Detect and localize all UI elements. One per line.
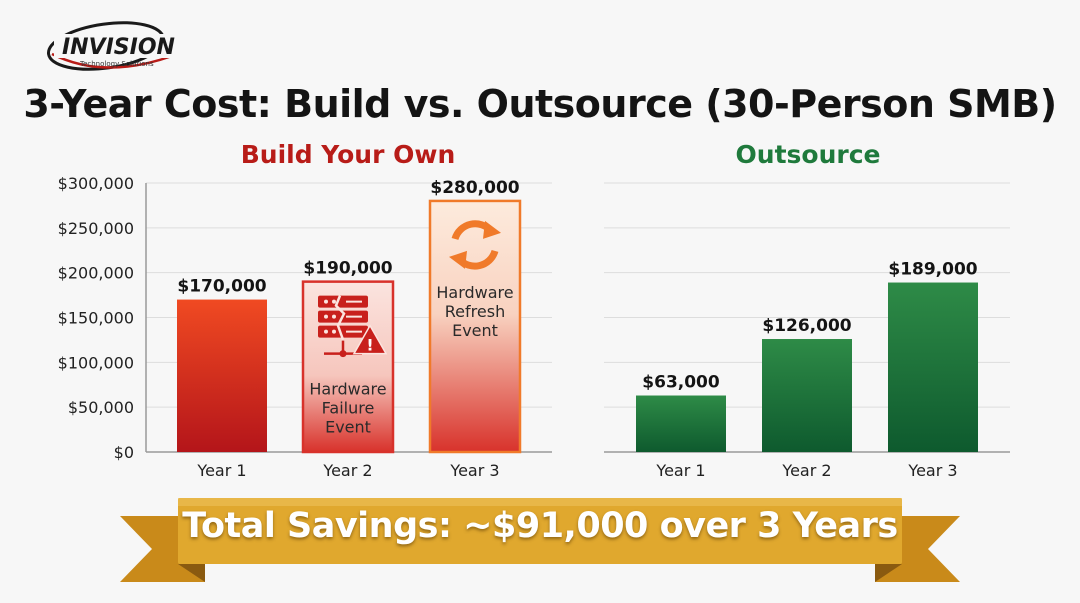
annotation-text: Hardware [436,283,513,302]
build-bar [301,280,395,454]
y-tick-label: $50,000 [68,398,134,417]
outsource-x-tick-label: Year 1 [655,461,705,480]
annotation-text: Failure [322,399,375,418]
outsource-x-tick-label: Year 2 [781,461,831,480]
y-tick-label: $100,000 [58,353,134,372]
brand-logo: INVISION Technology Solutions [44,18,194,78]
build-bar [177,299,267,452]
outsource-bar [888,282,978,452]
outsource-bar [762,339,852,452]
outsource-x-tick-label: Year 3 [907,461,957,480]
outsource-data-label: $189,000 [888,260,977,280]
annotation-text: Refresh [445,302,505,321]
outsource-bar [636,395,726,452]
annotation-text: Event [325,418,371,437]
y-tick-label: $0 [114,443,134,462]
build-data-label: $190,000 [303,259,392,279]
outsource-data-label: $63,000 [642,373,720,393]
server-warning-icon: ! [318,295,388,358]
build-x-tick-label: Year 1 [196,461,246,480]
build-data-label: $280,000 [430,178,519,198]
savings-banner-text: Total Savings: ~$91,000 over 3 Years [182,506,898,546]
build-panel-title: Build Your Own [240,140,456,169]
page-title: 3-Year Cost: Build vs. Outsource (30-Per… [23,82,1057,126]
savings-banner [120,498,960,582]
outsource-data-label: $126,000 [762,316,851,336]
y-tick-label: $300,000 [58,174,134,193]
y-tick-label: $200,000 [58,264,134,283]
y-tick-label: $250,000 [58,219,134,238]
build-data-label: $170,000 [177,277,266,297]
outsource-panel-title: Outsource [735,140,881,169]
svg-text:!: ! [366,336,373,355]
y-tick-label: $150,000 [58,309,134,328]
logo-wordmark: INVISION [62,35,175,60]
annotation-text: Event [452,321,498,340]
build-x-tick-label: Year 2 [322,461,372,480]
build-bar [428,199,522,454]
logo-subtext: Technology Solutions [79,60,154,68]
annotation-text: Hardware [309,380,386,399]
build-x-tick-label: Year 3 [449,461,499,480]
refresh-icon [449,220,501,270]
